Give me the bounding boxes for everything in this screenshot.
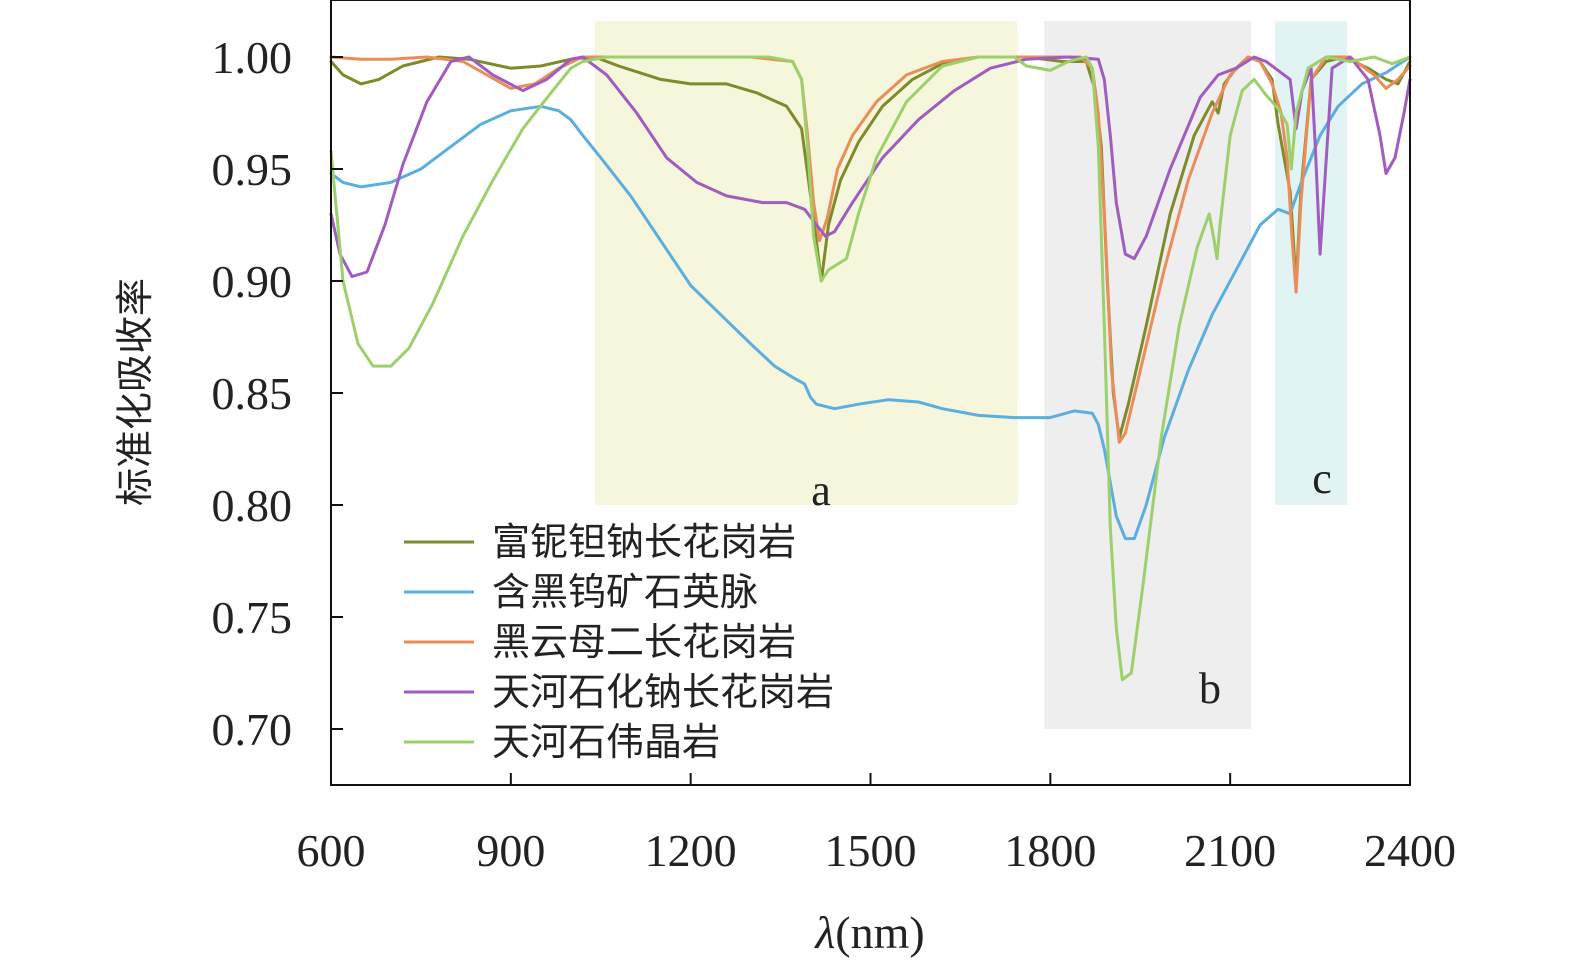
- y-tick-label: 0.95: [212, 144, 293, 195]
- y-tick-label: 0.75: [212, 592, 293, 643]
- legend-label-1: 富铌钽钠长花岗岩: [492, 520, 796, 564]
- legend-label-3: 黑云母二长花岗岩: [492, 620, 796, 664]
- y-tick-label: 0.80: [212, 480, 293, 531]
- region-a: [594, 21, 1018, 505]
- x-tick-label: 900: [476, 825, 545, 876]
- region-b: [1044, 21, 1252, 730]
- region-labels: a b c: [811, 454, 1332, 713]
- x-tick-label: 2400: [1364, 825, 1456, 876]
- series-line-2: [329, 55, 1412, 541]
- x-axis-ticks: 600 900 1200 1500 1800 2100 2400: [297, 773, 1456, 876]
- y-tick-label: 0.90: [212, 256, 293, 307]
- x-axis-title: λ(nm): [813, 907, 924, 958]
- x-axis-symbol: λ: [813, 907, 835, 958]
- region-label-a: a: [811, 466, 831, 515]
- highlight-regions: [594, 21, 1348, 730]
- y-tick-label: 1.00: [212, 32, 293, 83]
- legend-label-5: 天河石伟晶岩: [492, 720, 720, 764]
- spectra-series: [329, 55, 1412, 682]
- y-tick-label: 0.85: [212, 368, 293, 419]
- x-tick-label: 1200: [645, 825, 737, 876]
- x-tick-label: 2100: [1184, 825, 1276, 876]
- series-line-4: [329, 55, 1412, 278]
- legend-label-2: 含黑钨矿石英脉: [492, 570, 758, 614]
- y-axis-ticks: 0.70 0.75 0.80 0.85 0.90 0.95 1.00: [212, 32, 343, 755]
- region-label-b: b: [1199, 664, 1221, 713]
- region-label-c: c: [1312, 454, 1332, 503]
- x-tick-label: 1800: [1004, 825, 1096, 876]
- y-axis-title: 标准化吸收率: [113, 278, 157, 506]
- x-tick-label: 1500: [825, 825, 917, 876]
- x-tick-label: 600: [297, 825, 366, 876]
- y-tick-label: 0.70: [212, 704, 293, 755]
- x-axis-unit: (nm): [835, 907, 924, 958]
- series-line-5: [329, 55, 1412, 682]
- legend-label-4: 天河石化钠长花岗岩: [492, 670, 834, 714]
- region-c: [1275, 21, 1348, 505]
